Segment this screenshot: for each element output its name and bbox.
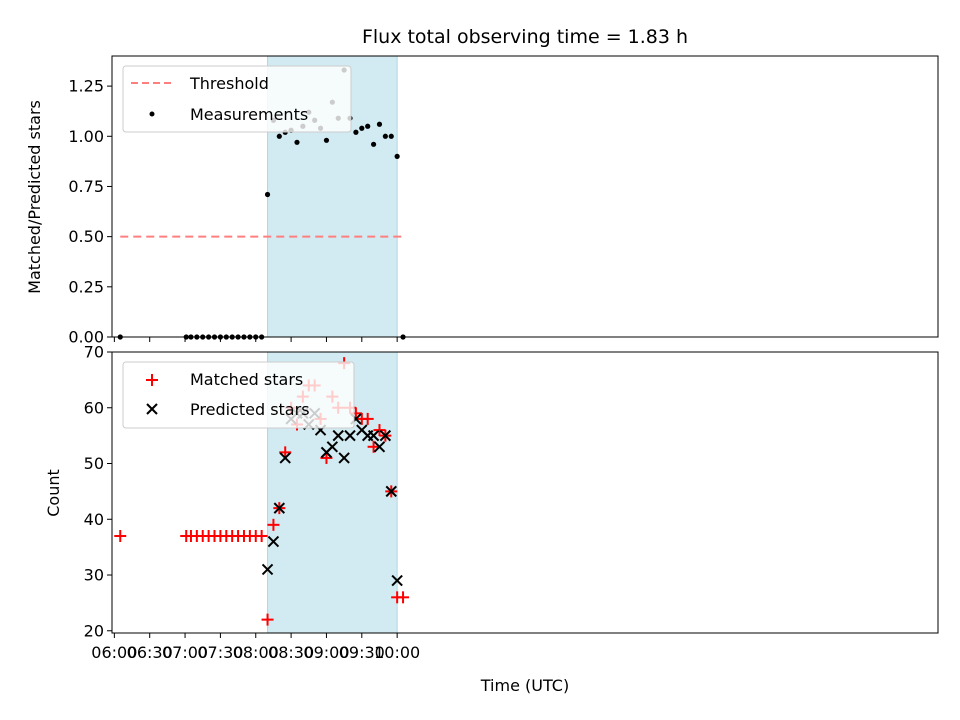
predicted-stars-point (344, 429, 356, 442)
x-tick-label: 08:00 (233, 643, 279, 662)
measurements-point (370, 141, 377, 147)
predicted-stars-point (332, 429, 344, 442)
matched-stars-point (114, 529, 127, 542)
predicted-stars-point (326, 441, 339, 453)
x-axis-label: Time (UTC) (480, 676, 569, 695)
y-tick-label: 0.00 (68, 328, 104, 347)
measurements-point (365, 123, 371, 129)
top-panel-frame (111, 55, 939, 338)
legend-predicted-label: Predicted stars (190, 400, 310, 419)
bottom-panel-frame (111, 351, 939, 634)
legend-measurements-swatch (149, 111, 155, 117)
y-tick-label: 50 (84, 454, 104, 473)
cross-b (344, 429, 356, 442)
measurements-point (353, 129, 359, 135)
predicted-stars-point (373, 441, 386, 453)
predicted-stars-point (279, 452, 291, 464)
predicted-stars-point (338, 452, 350, 464)
legend-matched-swatch (146, 374, 158, 386)
y-tick-label: 40 (84, 510, 104, 529)
legend-matched-label: Matched stars (190, 370, 303, 389)
matched-stars-point (361, 412, 374, 425)
cross-b (261, 563, 274, 576)
matched-stars-point (255, 529, 268, 542)
top-panel: 0.00 0.25 0.50 0.75 1.00 1.25 Matched/Predict… (25, 55, 939, 347)
predicted-stars-point (367, 429, 380, 442)
y-tick-label: 60 (84, 398, 104, 417)
cross-b (267, 535, 280, 548)
predicted-stars-point (391, 574, 403, 587)
top-legend: Threshold Measurements (122, 65, 352, 133)
cross-b (326, 441, 339, 453)
measurements-point (276, 133, 282, 139)
chart-title: Flux total observing time = 1.83 h (362, 26, 688, 48)
predicted-stars-point (267, 535, 280, 548)
cross-b (356, 424, 368, 436)
bottom-panel: 20 30 40 50 60 70 06:0006:3007:0007:3008:0008… (44, 343, 939, 695)
cross-b (332, 429, 344, 442)
matched-stars-point (397, 591, 410, 604)
matched-stars-point (261, 613, 274, 626)
x-tick-label: 06:30 (127, 643, 173, 662)
x-tick-label: 06:00 (91, 643, 137, 662)
y-tick-label: 70 (84, 343, 104, 362)
x-tick-label: 10:00 (374, 643, 420, 662)
y-tick-label: 30 (84, 566, 104, 585)
cross-b (367, 429, 380, 442)
x-tick-label: 08:30 (268, 643, 314, 662)
cross-b (373, 441, 386, 453)
legend-threshold-label: Threshold (189, 74, 269, 93)
matched-stars-point (367, 440, 380, 453)
matched-stars-point (320, 451, 333, 464)
predicted-stars-point (379, 429, 392, 442)
bottom-legend: Matched stars Predicted stars (122, 361, 355, 429)
measurements-point (359, 125, 365, 131)
cross-b (279, 452, 291, 464)
y-tick-label: 1.00 (68, 127, 104, 146)
measurements-point (388, 133, 394, 139)
cross-b (338, 452, 350, 464)
x-tick-label: 09:00 (303, 643, 349, 662)
top-panel-ylabel: Matched/Predicted stars (25, 100, 44, 294)
y-tick-label: 1.25 (68, 77, 104, 96)
y-tick-label: 20 (84, 621, 104, 640)
measurements-point (323, 137, 330, 143)
y-tick-label: 0.75 (68, 177, 104, 196)
y-tick-label: 0.50 (68, 227, 104, 246)
matched-stars-point (279, 446, 292, 459)
measurements-point (376, 121, 383, 127)
predicted-stars-point (273, 502, 286, 514)
matched-stars-point (373, 424, 386, 437)
measurements-point (394, 153, 400, 159)
top-legend-box (122, 65, 352, 133)
x-tick-label: 07:00 (162, 643, 208, 662)
measurements-point (264, 191, 271, 198)
x-tick-label: 09:30 (339, 643, 385, 662)
bottom-panel-ylabel: Count (44, 469, 63, 517)
predicted-stars-point (261, 563, 274, 576)
predicted-stars-point (385, 485, 397, 498)
legend-measurements-label: Measurements (190, 105, 308, 124)
bottom-legend-box (122, 361, 355, 429)
cross-b (379, 429, 392, 442)
cross-b (273, 502, 286, 514)
measurements-point (294, 139, 300, 145)
measurements-point (382, 133, 388, 139)
cross-b (385, 485, 397, 498)
x-tick-label: 07:30 (197, 643, 243, 662)
cross-b (391, 574, 403, 587)
y-tick-label: 0.25 (68, 277, 104, 296)
matched-stars-point (267, 518, 280, 531)
legend-predicted-swatch (146, 403, 158, 415)
